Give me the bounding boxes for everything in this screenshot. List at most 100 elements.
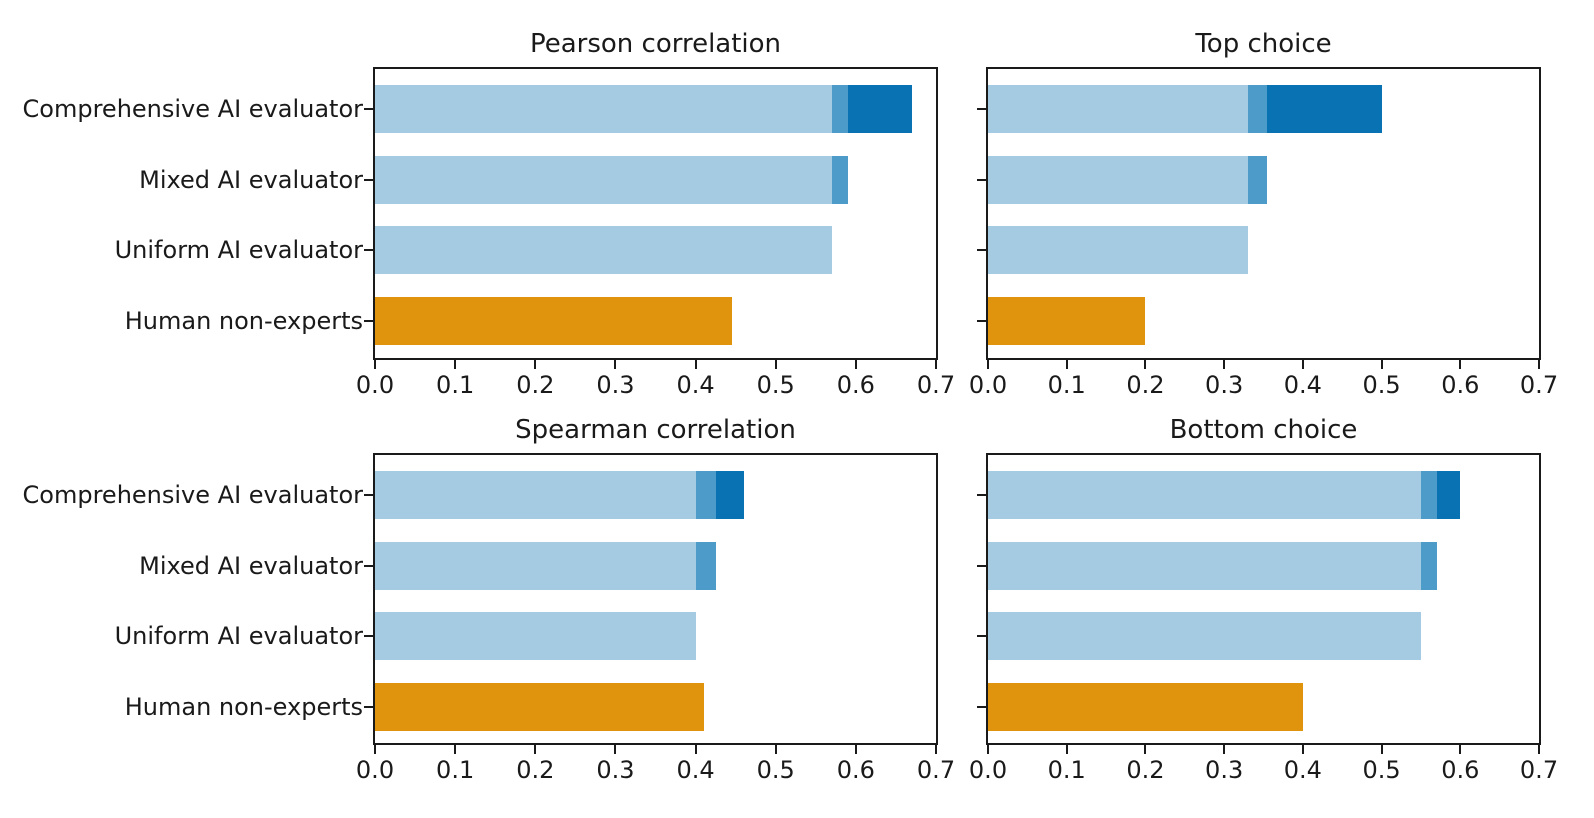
x-tick-mark xyxy=(454,745,457,754)
x-tick-mark xyxy=(1459,360,1462,369)
x-tick-label: 0.6 xyxy=(836,371,875,399)
bar-segment-uniform xyxy=(988,612,1421,660)
bar-segment-human xyxy=(988,682,1303,731)
x-tick-label: 0.2 xyxy=(516,756,555,784)
bar-row xyxy=(375,85,936,133)
x-tick-label: 0.6 xyxy=(1441,756,1480,784)
y-tick-mark xyxy=(977,178,986,181)
bar-row xyxy=(375,682,936,731)
y-tick-mark xyxy=(364,494,373,496)
x-tick-mark xyxy=(534,745,537,754)
bar-segment-comprehensive xyxy=(1436,471,1461,519)
x-tick-mark xyxy=(614,745,617,754)
x-tick-label: 0.0 xyxy=(968,371,1008,399)
bar-row xyxy=(988,155,1539,204)
x-tick-mark xyxy=(534,360,537,369)
x-tick-label: 0.4 xyxy=(676,756,715,784)
x-tick-label: 0.2 xyxy=(1126,756,1165,784)
bar-row xyxy=(988,471,1539,519)
x-tick-label: 0.0 xyxy=(355,371,395,399)
x-tick-label: 0.1 xyxy=(436,371,475,399)
x-tick-label: 0.7 xyxy=(916,371,956,399)
bar-segment-uniform xyxy=(988,541,1421,590)
x-tick-label: 0.2 xyxy=(1126,371,1165,399)
x-tick-label: 0.0 xyxy=(355,756,395,784)
x-tick-label: 0.4 xyxy=(676,371,715,399)
bar-row xyxy=(988,682,1539,731)
bar-row xyxy=(375,155,936,204)
x-tick-label: 0.3 xyxy=(1205,371,1244,399)
bar-segment-uniform xyxy=(375,471,696,519)
y-tick-mark xyxy=(977,108,986,110)
bar-segment-mixed xyxy=(1420,541,1437,590)
x-tick-mark xyxy=(987,745,989,754)
x-tick-label: 0.3 xyxy=(1205,756,1244,784)
x-tick-mark xyxy=(1538,360,1540,369)
x-tick-mark xyxy=(854,360,857,369)
bar-segment-mixed xyxy=(695,471,716,519)
y-tick-mark xyxy=(364,635,373,637)
bar-segment-uniform xyxy=(375,541,696,590)
y-tick-mark xyxy=(977,705,986,708)
y-tick-mark xyxy=(977,319,986,322)
y-tick-mark xyxy=(364,178,373,181)
y-axis-label: Uniform AI evaluator xyxy=(114,236,363,264)
bar-segment-uniform xyxy=(988,85,1248,133)
x-tick-label: 0.1 xyxy=(1047,371,1086,399)
bar-segment-uniform xyxy=(375,85,832,133)
bar-segment-comprehensive xyxy=(1267,85,1382,133)
subplot-bottom-choice: Bottom choice 0.0 0.1 0.2 0.3 0.4 0.5 0.6 0.7 xyxy=(969,415,1558,783)
y-tick-mark xyxy=(364,108,373,110)
x-tick-label: 0.6 xyxy=(836,756,875,784)
bar-row xyxy=(988,541,1539,590)
bar-segment-human xyxy=(375,682,704,731)
bar-segment-comprehensive xyxy=(715,471,744,519)
bar-row xyxy=(375,612,936,660)
bar-segment-uniform xyxy=(988,471,1421,519)
x-tick-mark xyxy=(694,360,697,369)
bar-segment-mixed xyxy=(831,155,848,204)
x-tick-mark xyxy=(1380,360,1383,369)
x-tick-mark xyxy=(935,360,937,369)
bar-segment-mixed xyxy=(1420,471,1437,519)
y-tick-mark xyxy=(977,494,986,496)
bar-segment-uniform xyxy=(988,226,1248,274)
chart-title: Pearson correlation xyxy=(529,29,782,59)
x-tick-mark xyxy=(374,745,376,754)
x-tick-label: 0.5 xyxy=(1362,756,1401,784)
bar-row xyxy=(375,226,936,274)
y-axis-label: Mixed AI evaluator xyxy=(139,551,363,580)
x-tick-mark xyxy=(1065,360,1068,369)
x-tick-mark xyxy=(774,745,777,754)
x-tick-mark xyxy=(935,745,937,754)
x-tick-label: 0.2 xyxy=(516,371,555,399)
bar-segment-mixed xyxy=(695,541,716,590)
x-tick-mark xyxy=(1380,745,1383,754)
x-tick-mark xyxy=(374,360,376,369)
bar-segment-mixed xyxy=(1247,155,1268,204)
y-axis-label: Comprehensive AI evaluator xyxy=(22,481,363,509)
bar-row xyxy=(988,612,1539,660)
x-tick-label: 0.5 xyxy=(756,371,795,399)
x-tick-label: 0.7 xyxy=(1519,756,1559,784)
x-tick-mark xyxy=(1301,745,1304,754)
subplot-pearson-correlation: Pearson correlation Comprehensive AI eva… xyxy=(23,29,956,398)
x-tick-label: 0.4 xyxy=(1283,371,1322,399)
bar-segment-mixed xyxy=(831,85,848,133)
subplot-top-choice: Top choice 0.0 0.1 0.2 0.3 0.4 0.5 0.6 0.7 xyxy=(969,29,1558,398)
bar-row xyxy=(375,541,936,590)
chart-title: Top choice xyxy=(1195,29,1332,59)
x-tick-label: 0.0 xyxy=(968,756,1008,784)
subplot-spearman-correlation: Spearman correlation Comprehensive AI ev… xyxy=(23,415,956,783)
y-tick-mark xyxy=(364,249,373,251)
bar-segment-mixed xyxy=(1247,85,1268,133)
x-tick-mark xyxy=(1065,745,1068,754)
y-axis-label: Mixed AI evaluator xyxy=(139,165,363,194)
bar-segment-human xyxy=(375,296,732,345)
x-tick-mark xyxy=(774,360,777,369)
x-tick-mark xyxy=(1223,745,1226,754)
x-tick-label: 0.3 xyxy=(596,371,635,399)
y-axis-label: Human non-experts xyxy=(124,692,363,721)
bar-row xyxy=(988,226,1539,274)
bar-segment-uniform xyxy=(375,155,832,204)
